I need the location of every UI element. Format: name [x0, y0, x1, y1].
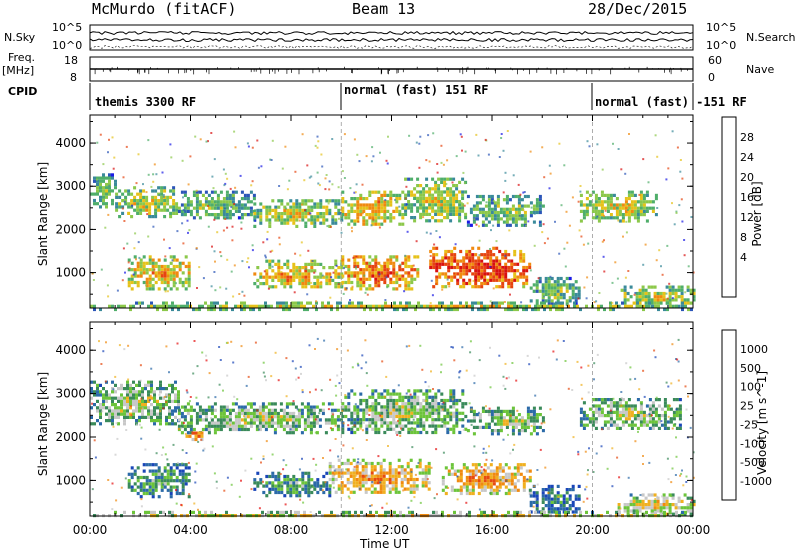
- power-ylabel: Slant Range [km]: [36, 161, 50, 267]
- colorbar-tick-label: 12: [740, 211, 754, 224]
- nsearch-label: N.Search: [746, 31, 796, 44]
- y-tick-label: 1000: [55, 473, 86, 487]
- colorbar-tick-label: 8: [740, 231, 747, 244]
- echo-region: [466, 406, 545, 436]
- echo-region: [127, 255, 191, 291]
- echo-region: [341, 255, 420, 291]
- x-tick-label: 04:00: [173, 523, 208, 537]
- colorbar-tick-label: 24: [740, 151, 754, 164]
- freq-top-tick: 18: [64, 54, 78, 67]
- echo-region: [529, 484, 581, 514]
- echo-region: [617, 285, 696, 308]
- x-tick-label: 20:00: [575, 523, 610, 537]
- nave-bottom-tick: 0: [708, 71, 715, 84]
- echo-region: [579, 398, 682, 430]
- colorbar-tick-label: 500: [740, 362, 761, 375]
- noise-top-tick-right: 10^5: [706, 21, 737, 34]
- date-title: 28/Dec/2015: [588, 0, 688, 18]
- x-tick-label: 08:00: [274, 523, 309, 537]
- echo-region: [328, 458, 431, 494]
- echo-region: [253, 199, 344, 228]
- colorbar-tick-label: 20: [740, 171, 754, 184]
- nave-label: Nave: [746, 63, 775, 76]
- echo-region: [529, 276, 581, 306]
- echo-speckle: [91, 337, 695, 513]
- noise-strip: [89, 24, 694, 51]
- colorbar-tick-label: -100: [740, 437, 765, 450]
- cpid-segment-2: normal (fast) 151 RF: [344, 83, 489, 97]
- colorbar-tick-label: 25: [740, 400, 754, 413]
- noise-bottom-tick-right: 10^0: [706, 39, 737, 52]
- echo-region: [429, 246, 532, 289]
- y-tick-label: 4000: [55, 136, 86, 150]
- noise-top-tick: 10^5: [52, 21, 83, 34]
- y-tick-label: 3000: [55, 387, 86, 401]
- echo-region: [579, 190, 658, 223]
- y-tick-label: 2000: [55, 222, 86, 236]
- x-tick-label: 16:00: [475, 523, 510, 537]
- beam-title: Beam 13: [352, 0, 416, 18]
- y-tick-label: 4000: [55, 343, 86, 357]
- velocity-colorbar-label: Velocity [m s^-1]: [755, 370, 769, 476]
- y-tick-label: 1000: [55, 266, 86, 280]
- echo-region: [90, 173, 117, 209]
- nsky-label: N.Sky: [4, 31, 36, 44]
- nave-top-tick: 60: [708, 54, 722, 67]
- echo-region: [341, 389, 468, 435]
- echo-region: [127, 463, 191, 499]
- colorbar-tick-label: 4: [740, 251, 747, 264]
- echo-region: [185, 431, 204, 442]
- station-title: McMurdo (fitACF): [92, 0, 237, 18]
- cpid-strip: [89, 83, 694, 110]
- noise-trace: [89, 37, 694, 43]
- colorbar-tick-label: -500: [740, 456, 765, 469]
- time-axis: 00:00 04:00 08:00 12:00 16:00 20:00 00:00: [73, 523, 711, 537]
- cpid-segment-3: normal (fast) -151 RF: [595, 95, 747, 109]
- colorbar-tick-label: -25: [740, 418, 758, 431]
- time-axis-label: Time UT: [360, 537, 410, 551]
- power-panel: 4000 3000 2000 1000: [55, 114, 696, 312]
- noise-bottom-tick: 10^0: [52, 39, 83, 52]
- x-tick-label: 00:00: [73, 523, 108, 537]
- echo-region: [466, 194, 545, 227]
- echo-region: [253, 471, 332, 498]
- colorbar-tick-label: 16: [740, 191, 754, 204]
- velocity-ylabel: Slant Range [km]: [36, 371, 50, 477]
- freq-bottom-tick: 8: [70, 71, 77, 84]
- echo-speckle: [91, 130, 695, 305]
- velocity-panel: 4000 3000 2000 1000: [55, 321, 696, 518]
- colorbar-tick-label: -1000: [740, 475, 772, 488]
- cpid-label: CPID: [8, 85, 38, 98]
- cpid-segment-1: themis 3300 RF: [95, 95, 197, 109]
- echo-region: [253, 259, 344, 289]
- x-tick-label: 12:00: [374, 523, 409, 537]
- colorbar-tick-label: 1000: [740, 343, 768, 356]
- y-tick-label: 2000: [55, 430, 86, 444]
- echo-region: [177, 402, 343, 435]
- velocity-colorbar: 1000 500 100 25 -25 -100 -500 -1000: [721, 329, 772, 501]
- echo-region: [341, 190, 405, 226]
- power-colorbar-label: Power [dB]: [750, 181, 764, 247]
- echo-region: [115, 186, 179, 219]
- noise-trace: [89, 30, 694, 36]
- freq-strip: [89, 56, 694, 82]
- freq-label: Freq.: [8, 51, 36, 64]
- power-colorbar: 28 24 20 16 12 8 4: [721, 116, 754, 298]
- echo-region: [90, 301, 693, 312]
- y-tick-label: 3000: [55, 179, 86, 193]
- echo-region: [441, 463, 532, 496]
- x-tick-label: 00:00: [676, 523, 711, 537]
- echo-region: [404, 177, 468, 223]
- colorbar-tick-label: 100: [740, 381, 761, 394]
- noise-trace: [89, 45, 694, 49]
- colorbar-tick-label: 28: [740, 131, 754, 144]
- freq-unit-label: [MHz]: [2, 64, 35, 77]
